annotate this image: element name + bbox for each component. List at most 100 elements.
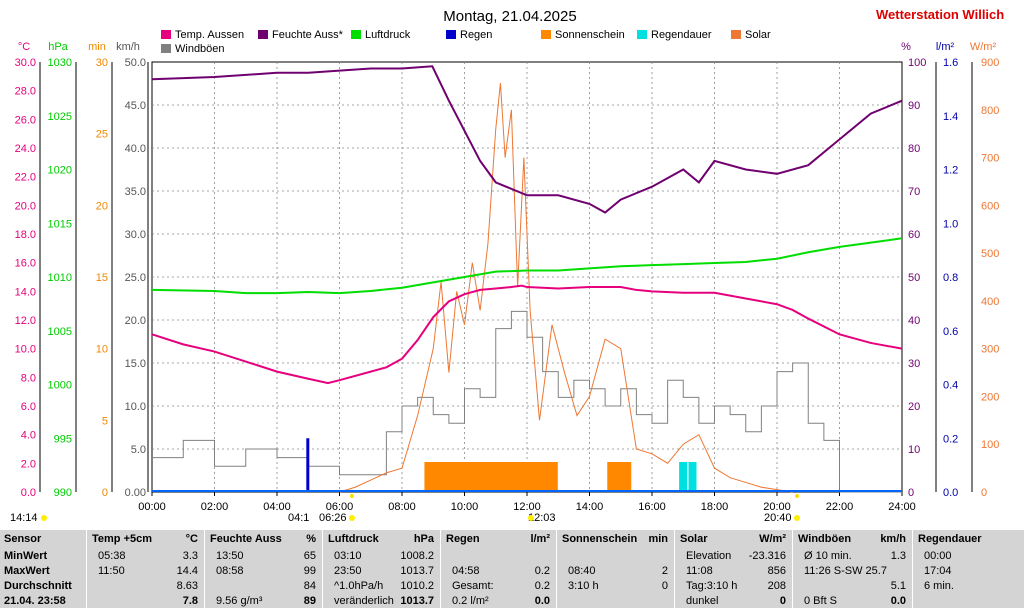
table-cell-value: 5.1 <box>890 580 906 592</box>
tick-label-humidity: 10 <box>908 444 920 456</box>
bar-sonnenschein <box>607 462 632 492</box>
sun-icon <box>349 515 355 521</box>
legend-label: Temp. Aussen <box>175 29 244 41</box>
tick-label-temp: 14.0 <box>15 286 36 298</box>
tick-label-rain: 0.6 <box>943 326 958 338</box>
x-tick-label: 18:00 <box>701 501 729 513</box>
table-cell-value: 84 <box>303 580 316 592</box>
legend-swatch <box>161 44 171 53</box>
table-cell-label: veränderlich <box>334 595 394 607</box>
table-cell-value: 2 <box>661 565 668 577</box>
x-tick-label: 06:00 <box>326 501 354 513</box>
sunrise-label: 04:1 <box>288 512 309 524</box>
table-cell-label: 23:50 <box>334 565 362 577</box>
table-separator <box>86 530 87 608</box>
axis-unit-solar: W/m² <box>970 41 997 53</box>
table-cell-label: 04:58 <box>452 565 480 577</box>
sun-icon <box>41 515 47 521</box>
legend-swatch <box>161 30 171 39</box>
x-tick-label: 22:00 <box>826 501 854 513</box>
tick-label-solar: 0 <box>981 487 987 499</box>
table-cell-label: 08:40 <box>568 565 596 577</box>
table-header: Luftdruck <box>328 533 379 545</box>
tick-label-sun_min: 25 <box>96 129 108 141</box>
table-cell-label: dunkel <box>686 595 719 607</box>
x-tick-label: 16:00 <box>638 501 666 513</box>
tick-label-sun_min: 10 <box>96 344 108 356</box>
tick-label-solar: 400 <box>981 296 999 308</box>
table-cell-value: 856 <box>767 565 786 577</box>
tick-label-wind: 50.0 <box>125 57 146 69</box>
table-unit: km/h <box>880 533 906 545</box>
tick-label-humidity: 50 <box>908 272 920 284</box>
table-cell-label: Elevation <box>686 550 732 562</box>
table-unit: l/m² <box>530 533 550 545</box>
legend-label: Regendauer <box>651 29 712 41</box>
tick-label-wind: 30.0 <box>125 229 146 241</box>
table-separator <box>556 530 557 608</box>
x-tick-label: 04:00 <box>263 501 291 513</box>
table-cell-label: ^1.0hPa/h <box>334 580 384 592</box>
table-separator <box>912 530 913 608</box>
tick-label-solar: 700 <box>981 153 999 165</box>
legend-swatch <box>637 30 647 39</box>
tick-label-pressure: 990 <box>54 487 72 499</box>
legend-swatch <box>258 30 268 39</box>
table-header: Feuchte Auss <box>210 533 282 545</box>
table-unit: °C <box>185 533 198 545</box>
table-cell-label: 17:04 <box>924 565 952 577</box>
tick-label-temp: 2.0 <box>21 458 36 470</box>
line-solar <box>339 82 793 493</box>
chart-grid <box>151 61 903 493</box>
legend-label: Sonnenschein <box>555 29 625 41</box>
tick-label-humidity: 80 <box>908 143 920 155</box>
tick-label-temp: 12.0 <box>15 315 36 327</box>
table-cell-value: 0.2 <box>534 580 550 592</box>
table-cell-value: 1.3 <box>890 550 906 562</box>
table-unit: hPa <box>413 533 434 545</box>
table-cell-value: 1013.7 <box>400 595 434 607</box>
tick-label-temp: 22.0 <box>15 172 36 184</box>
tick-label-temp: 26.0 <box>15 114 36 126</box>
table-cell-label: 11:26 S-SW 25.7 <box>804 565 887 577</box>
tick-label-temp: 20.0 <box>15 200 36 212</box>
table-cell-label: 13:50 <box>216 550 244 562</box>
tick-label-rain: 1.6 <box>943 57 958 69</box>
tick-label-wind: 25.0 <box>125 272 146 284</box>
tick-label-temp: 24.0 <box>15 143 36 155</box>
axis-unit-wind: km/h <box>116 41 140 53</box>
table-cell-value: 208 <box>767 580 786 592</box>
table-cell-value: 8.63 <box>176 580 198 592</box>
table-cell-label: 0.2 l/m² <box>452 595 489 607</box>
table-row-label: Durchschnitt <box>4 580 72 592</box>
tick-label-solar: 500 <box>981 248 999 260</box>
table-cell-label: 11:08 <box>686 565 713 577</box>
tick-label-humidity: 30 <box>908 358 920 370</box>
tick-label-pressure: 1025 <box>48 111 72 123</box>
tick-label-solar: 100 <box>981 439 999 451</box>
table-header: Solar <box>680 533 708 545</box>
tick-label-wind: 15.0 <box>125 358 146 370</box>
x-tick-label: 10:00 <box>451 501 479 513</box>
table-cell-value: 99 <box>303 565 316 577</box>
station-name: Wetterstation Willich <box>876 7 1004 22</box>
axis-unit-sun_min: min <box>88 41 106 53</box>
table-separator <box>322 530 323 608</box>
tick-label-wind: 40.0 <box>125 143 146 155</box>
table-cell-value: 0.2 <box>534 565 550 577</box>
tick-label-wind: 35.0 <box>125 186 146 198</box>
x-tick-label: 02:00 <box>201 501 229 513</box>
tick-label-humidity: 20 <box>908 401 920 413</box>
table-separator <box>440 530 441 608</box>
sunrise-time-label: 06:26 <box>319 512 347 524</box>
tick-label-wind: 45.0 <box>125 100 146 112</box>
bar-sonnenschein <box>510 462 535 492</box>
tick-label-temp: 16.0 <box>15 258 36 270</box>
table-cell-value: 7.8 <box>182 595 198 607</box>
table-cell-label: 00:00 <box>924 550 952 562</box>
sun-icon <box>528 515 534 521</box>
table-cell-value: 0 <box>779 595 786 607</box>
sun-marker-icon <box>795 494 799 498</box>
axis-unit-pressure: hPa <box>48 41 68 53</box>
tick-label-pressure: 1030 <box>48 57 72 69</box>
